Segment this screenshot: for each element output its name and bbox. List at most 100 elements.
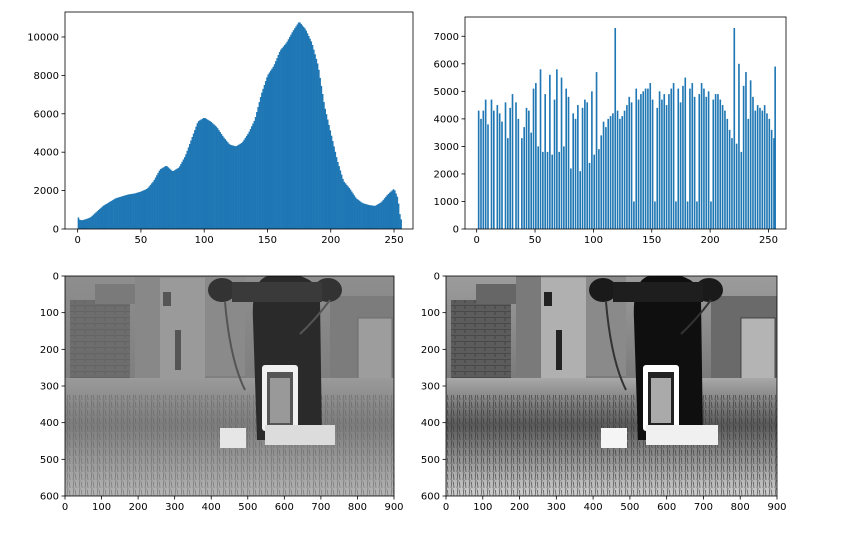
histogram-original-bar xyxy=(305,30,308,229)
histogram-original-bar xyxy=(234,146,237,229)
histogram-original-bar xyxy=(267,74,270,230)
histogram-original-bar xyxy=(191,137,194,229)
histogram-equalized-bar xyxy=(710,201,712,229)
histogram-original-bar xyxy=(163,166,166,229)
histogram-original-frame xyxy=(64,11,414,230)
histogram-original-bar xyxy=(102,205,105,229)
histogram-equalized-bar xyxy=(619,118,621,229)
histogram-original-bar xyxy=(187,147,190,229)
histogram-original-bar xyxy=(149,184,152,229)
histogram-equalized-bar xyxy=(665,105,668,229)
histogram-equalized-bar xyxy=(766,113,768,229)
image-equalized-plot: 0 100 200 300 400 500 600 700 800 900 0 100 200 300 40… xyxy=(421,272,787,514)
histogram-original-ytick-label: 6000 xyxy=(34,109,59,120)
histogram-original-bar xyxy=(357,199,359,229)
histogram-original-bar xyxy=(400,219,402,229)
histogram-original-bar xyxy=(108,202,110,229)
histogram-original-bar xyxy=(261,92,263,229)
histogram-original-bar xyxy=(153,179,156,229)
histogram-original-bar xyxy=(256,112,258,229)
histogram-original-bar xyxy=(134,193,137,229)
histogram-original-bar xyxy=(176,168,178,229)
histogram-equalized-bar xyxy=(607,118,610,229)
histogram-equalized-bar xyxy=(565,88,568,230)
image-original-ytick-label: 300 xyxy=(40,382,59,393)
histogram-original-bar xyxy=(391,190,394,229)
histogram-original-bar xyxy=(275,61,277,230)
equalized-photo xyxy=(446,276,777,496)
histogram-original-ytick-label: 2000 xyxy=(34,186,59,197)
histogram-original-bar xyxy=(248,131,251,229)
histogram-original-bar xyxy=(132,193,134,229)
histogram-original-bar xyxy=(369,205,372,229)
histogram-equalized-bar xyxy=(756,105,759,229)
histogram-original-bar xyxy=(314,54,316,229)
histogram-original-bar xyxy=(110,200,113,229)
histogram-original-bar xyxy=(80,220,82,229)
histogram-equalized-bar xyxy=(770,129,773,229)
histogram-original-bar xyxy=(151,183,153,229)
histogram-equalized-bar xyxy=(602,121,605,229)
histogram-equalized-bar xyxy=(749,80,752,229)
histogram-original-bar xyxy=(91,215,94,229)
histogram-original-bar xyxy=(347,186,349,229)
histogram-equalized-bar xyxy=(480,118,482,229)
histogram-original-bar xyxy=(183,157,186,229)
histogram-equalized-bar xyxy=(703,88,705,230)
histogram-original-bar xyxy=(373,205,376,229)
histogram-original-bar xyxy=(199,120,201,229)
histogram-original-bar xyxy=(330,135,333,229)
histogram-equalized-bar xyxy=(647,88,649,230)
histogram-equalized-axes: 0 50 100 150 200 250 0 1000 2000 3000 4000 5000 6000… xyxy=(434,16,787,246)
histogram-original-bar xyxy=(210,122,213,229)
histogram-original-bar xyxy=(99,208,101,229)
histogram-original-bar xyxy=(286,41,289,229)
histogram-equalized-bar xyxy=(626,105,628,229)
histogram-original-bar xyxy=(266,77,268,229)
histogram-original-xtick-label: 150 xyxy=(258,235,277,246)
histogram-equalized-bar xyxy=(719,99,722,229)
histogram-original-bar xyxy=(166,166,168,229)
histogram-equalized-bar xyxy=(539,69,542,229)
histogram-equalized-chart: 0 50 100 150 200 250 0 1000 2000 3000 4000 5000 6000… xyxy=(434,16,787,246)
histogram-original-bar xyxy=(162,167,165,229)
image-original-ytick-label: 400 xyxy=(40,418,59,429)
histogram-original-bar xyxy=(201,118,204,229)
histogram-equalized-bar xyxy=(675,201,677,229)
histogram-original-bar xyxy=(244,137,247,229)
histogram-equalized-bar xyxy=(593,154,596,229)
histogram-equalized-bar xyxy=(595,72,598,229)
histogram-original-bar xyxy=(301,25,304,230)
histogram-equalized-bar xyxy=(733,28,736,230)
histogram-equalized-bar xyxy=(553,99,556,229)
histogram-original-bar xyxy=(223,137,225,229)
histogram-original-bar xyxy=(381,201,383,229)
histogram-equalized-bar xyxy=(700,83,703,230)
histogram-original-bar xyxy=(125,195,128,229)
histogram-original-bar xyxy=(190,140,192,229)
histogram-original-bar xyxy=(90,216,92,229)
histogram-original-bar xyxy=(230,145,233,229)
histogram-original-bar xyxy=(197,121,200,229)
histogram-original-bar xyxy=(257,107,259,229)
histogram-equalized-bar xyxy=(707,91,710,229)
histogram-original-bar xyxy=(310,41,313,230)
histogram-equalized-bar xyxy=(670,88,673,230)
histogram-original-bar xyxy=(364,204,367,229)
histogram-original-bar xyxy=(372,205,375,229)
histogram-original-bar xyxy=(240,142,243,229)
image-original-xtick-label: 700 xyxy=(311,502,330,513)
histogram-equalized-bar xyxy=(721,105,724,229)
histogram-original-bar xyxy=(315,58,318,230)
histogram-original-bar xyxy=(85,219,87,229)
histogram-original-bar xyxy=(177,167,180,229)
histogram-equalized-bar xyxy=(714,94,717,229)
histogram-equalized-ytick-label: 5000 xyxy=(434,87,459,98)
histogram-original-bar xyxy=(352,193,354,229)
histogram-equalized-bar xyxy=(686,201,689,229)
histogram-original-bar xyxy=(354,197,357,229)
histogram-equalized-bar xyxy=(498,113,501,229)
histogram-original-bar xyxy=(120,196,123,229)
histogram-equalized-bar xyxy=(696,201,698,229)
histogram-original-bar xyxy=(321,93,324,229)
